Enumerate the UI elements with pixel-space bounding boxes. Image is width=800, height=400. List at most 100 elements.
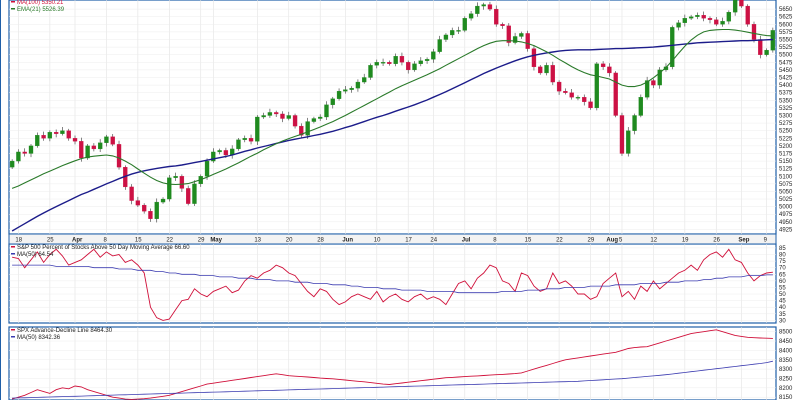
candle-body: [336, 91, 342, 99]
candle-body: [519, 33, 524, 37]
x-tick-label: 26: [713, 238, 720, 244]
candle-body: [600, 63, 606, 68]
candle-body: [462, 18, 467, 31]
y-tick-label: 35: [779, 312, 786, 318]
candle-body: [575, 97, 581, 99]
candle-body: [66, 130, 71, 139]
y-tick-label: 5300: [779, 113, 793, 119]
candle-body: [142, 204, 147, 212]
candle-body: [720, 21, 725, 25]
y-tick-label: 5225: [779, 136, 793, 142]
candle-body: [588, 101, 593, 109]
candle-body: [594, 63, 599, 109]
x-tick-label: 15: [135, 238, 142, 244]
candle-body: [481, 4, 486, 7]
legend-swatch: [11, 246, 15, 248]
candle-body: [104, 136, 109, 143]
x-tick-label: 18: [15, 238, 22, 244]
y-tick-label: 5550: [779, 38, 793, 44]
candle-body: [349, 87, 354, 90]
legend-label: SPX Advance-Decline Line 8464.30: [17, 328, 113, 334]
x-tick-label: 24: [430, 238, 437, 244]
candle-body: [374, 62, 379, 66]
candle-body: [682, 18, 688, 23]
candle-body: [236, 139, 241, 150]
candle-body: [670, 27, 675, 68]
y-tick-label: 50: [779, 292, 786, 298]
candle-body: [97, 142, 103, 150]
x-tick-label: 8: [103, 238, 107, 244]
legend-label: EMA(21) 5526.39: [17, 7, 65, 13]
x-tick-label: 13: [254, 238, 261, 244]
x-tick-label: Sep: [738, 238, 749, 244]
candle-body: [160, 198, 166, 203]
y-tick-label: 5150: [779, 159, 793, 165]
candle-body: [726, 12, 732, 22]
candle-body: [255, 116, 260, 142]
candle-body: [739, 0, 744, 7]
candle-body: [85, 145, 90, 159]
x-tick-label: 9: [764, 238, 768, 244]
x-tick-label: Aug: [606, 238, 618, 244]
x-tick-label: 22: [166, 238, 173, 244]
y-tick-label: 5250: [779, 129, 793, 135]
y-tick-label: 5475: [779, 60, 793, 66]
candle-body: [311, 118, 317, 122]
y-tick-label: 8250: [779, 376, 793, 382]
panel-1-frame: [8, 0, 777, 235]
candle-body: [632, 115, 637, 131]
y-tick-label: 5625: [779, 15, 793, 21]
candle-body: [651, 80, 656, 86]
candle-body: [318, 116, 323, 119]
legend-label: MA(50) 8342.36: [17, 335, 61, 341]
x-tick-label: Apr: [72, 238, 83, 244]
candle-body: [179, 176, 185, 189]
y-tick-label: 5275: [779, 121, 793, 127]
y-tick-label: 8200: [779, 386, 793, 392]
candle-body: [613, 72, 618, 116]
candle-body: [91, 145, 97, 150]
candle-body: [274, 112, 279, 115]
candle-body: [362, 77, 367, 83]
candle-body: [758, 39, 763, 55]
indicator-line: [12, 248, 773, 321]
candle-body: [468, 13, 474, 19]
candle-body: [607, 66, 612, 74]
candle-body: [437, 39, 442, 52]
y-tick-label: 5025: [779, 197, 793, 203]
candle-body: [487, 4, 493, 10]
candle-body: [35, 135, 40, 147]
y-tick-label: 65: [779, 272, 786, 278]
candle-body: [242, 138, 247, 140]
candle-body: [506, 25, 511, 43]
candle-body: [261, 115, 266, 118]
y-tick-label: 5175: [779, 151, 793, 157]
candle-body: [343, 89, 348, 92]
y-tick-label: 55: [779, 285, 786, 291]
legend-swatch: [11, 336, 15, 338]
candle-body: [154, 201, 159, 219]
x-tick-label: 29: [588, 238, 595, 244]
candle-body: [60, 130, 65, 134]
y-tick-label: 8450: [779, 339, 793, 345]
candle-body: [638, 97, 643, 116]
y-tick-label: 45: [779, 299, 786, 305]
candle-body: [217, 150, 222, 153]
x-tick-label: 19: [682, 238, 689, 244]
y-tick-label: 5100: [779, 174, 793, 180]
candle-body: [305, 121, 310, 136]
x-tick-label: 8: [493, 238, 497, 244]
candle-body: [424, 59, 430, 61]
candle-body: [267, 112, 273, 116]
y-tick-label: 5600: [779, 22, 793, 28]
x-tick-label: 17: [405, 238, 412, 244]
x-tick-label: 15: [525, 238, 532, 244]
panel-3-frame: [8, 326, 777, 400]
y-tick-label: 8500: [779, 330, 793, 336]
candle-body: [387, 62, 392, 64]
candle-body: [16, 151, 21, 162]
x-tick-label: 10: [374, 238, 381, 244]
candle-body: [368, 65, 373, 78]
y-tick-label: 5450: [779, 68, 793, 74]
y-tick-label: 8400: [779, 348, 793, 354]
